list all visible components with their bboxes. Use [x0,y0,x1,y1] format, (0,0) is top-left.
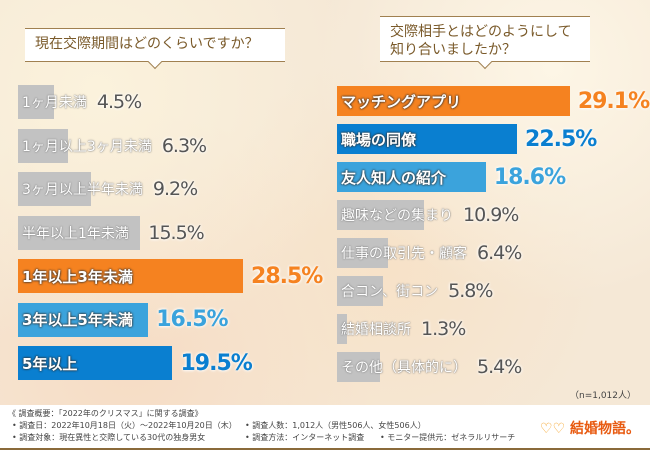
category-label: 友人知人の紹介 [341,168,447,187]
category-label: 結婚相談所 [341,322,411,338]
category-label: 1ヶ月未満 [22,95,87,111]
category-label: 仕事の取引先・顧客 [341,246,467,262]
footer-target: • 調査対象：現在異性と交際している30代の独身男女 [12,433,206,442]
bar-row: 職場の同僚 22.5% [337,124,597,154]
bar-row: 合コン、街コン 5.8% [337,276,493,306]
value-label: 1.3% [421,318,466,340]
bar [337,314,348,344]
bar [18,85,54,119]
logo-text: 結婚物語。 [570,421,640,437]
value-label: 16.5% [156,307,228,332]
bar-row: 3年以上5年未満 16.5% [18,302,229,337]
category-label: 職場の同僚 [341,130,417,149]
value-label: 5.4% [477,356,522,378]
bar-row: 1ヶ月未満 4.5% [18,85,142,119]
value-label: 18.6% [493,164,566,190]
value-label: 15.5% [148,221,204,244]
chevron-down-icon [147,54,163,70]
value-label: 4.5% [96,91,142,113]
bar [18,128,68,163]
category-label: 1年以上3年未満 [22,267,133,286]
logo: ♡♡ 結婚物語。 [540,418,640,438]
bar [337,200,425,230]
footer-title: 《 調査概要：「2022年のクリスマス」に関する調査》 [8,409,203,418]
bar [337,86,570,116]
category-label: 3ヶ月以上半年未満 [22,182,143,198]
bar-row: 半年以上1年未満 15.5% [18,215,205,250]
category-label: 5年以上 [22,354,78,373]
bar [337,276,384,306]
category-label: 趣味などの集まり [341,208,453,224]
bar [337,162,486,192]
bar [18,215,141,250]
bar-row: 3ヶ月以上半年未満 9.2% [18,172,198,206]
category-label: 3年以上5年未満 [22,311,133,329]
value-label: 28.5% [251,263,323,289]
value-label: 9.2% [152,178,198,200]
category-label: 合コン、街コン [341,284,439,300]
bar [337,352,381,382]
value-label: 6.3% [161,134,207,157]
footer-count: • 調査人数：1,012人（男性506人、女性506人） [245,421,426,430]
value-label: 5.8% [448,280,493,302]
category-label: マッチングアプリ [341,92,462,111]
value-label: 22.5% [525,126,597,152]
footer-date: • 調査日：2022年10月18日（火）～2022年10月20日（木） [12,421,237,430]
right-question-header: 交際相手とはどのようにして 知り合いましたか？ [380,16,590,70]
bar-row: マッチングアプリ 29.1% [337,86,650,116]
bar-row: 趣味などの集まり 10.9% [337,200,519,230]
bar-row: 仕事の取引先・顧客 6.4% [337,238,522,268]
right-question-line1: 交際相手とはどのようにして [390,24,572,40]
bar-row: その他（具体的に） 5.4% [337,352,522,382]
bar-row: 5年以上 19.5% [18,346,253,380]
bar [18,302,149,337]
bar-row: 1年以上3年未満 28.5% [18,259,323,293]
bar [18,172,91,206]
left-question-header: 現在交際期間はどのくらいですか？ [25,28,285,70]
value-label: 10.9% [463,204,519,226]
bar [18,259,244,293]
bar [337,124,517,154]
heart-icon: ♡♡ [540,421,566,437]
bar [18,346,173,380]
bar-row: 友人知人の紹介 18.6% [337,162,566,192]
category-label: 半年以上1年未満 [22,225,129,242]
bar [337,238,389,268]
survey-footer: 《 調査概要：「2022年のクリスマス」に関する調査》 • 調査日：2022年1… [0,405,650,450]
right-question-line2: 知り合いましたか？ [390,42,516,58]
sample-size: （n=1,012人） [569,391,636,401]
value-label: 29.1% [577,88,650,114]
category-label: 1ヶ月以上3ヶ月未満 [22,138,152,155]
footer-provider: • モニター提供元：ゼネラルリサーチ [380,433,516,442]
bar-row: 結婚相談所 1.3% [337,314,466,344]
value-label: 6.4% [477,242,522,264]
value-label: 19.5% [180,350,252,376]
bar-row: 1ヶ月以上3ヶ月未満 6.3% [18,128,207,163]
category-label: その他（具体的に） [341,360,467,376]
left-question: 現在交際期間はどのくらいですか？ [35,36,259,52]
footer-method: • 調査方法：インターネット調査 [245,433,365,442]
